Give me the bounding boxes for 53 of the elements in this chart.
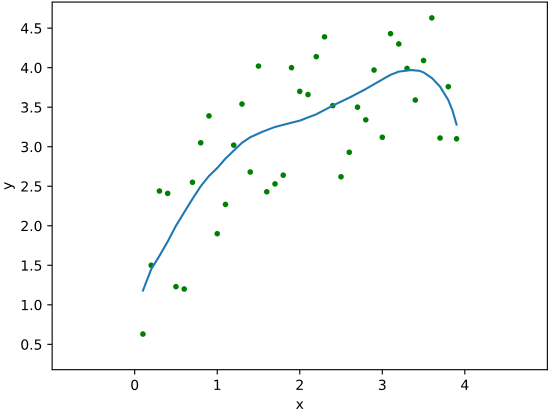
point xyxy=(313,54,320,60)
point xyxy=(190,180,196,186)
x-tick-label: 0 xyxy=(131,380,138,390)
x-tick-label: 3 xyxy=(378,380,386,390)
point xyxy=(222,202,228,208)
point xyxy=(388,30,394,36)
point xyxy=(164,190,170,196)
x-tick-label: 4 xyxy=(461,380,468,390)
point xyxy=(338,174,344,180)
y-axis-title: y xyxy=(4,182,15,190)
x-axis-title: x xyxy=(296,401,304,409)
point xyxy=(354,104,360,110)
point xyxy=(305,92,311,98)
point xyxy=(272,181,278,187)
point xyxy=(264,189,270,195)
point xyxy=(288,64,294,70)
point xyxy=(429,15,435,21)
point xyxy=(437,135,443,141)
point xyxy=(247,169,254,175)
point xyxy=(454,136,460,142)
y-tick-label: 4.5 xyxy=(21,23,42,34)
y-tick-label: 1.5 xyxy=(22,260,42,271)
point xyxy=(380,134,386,140)
line-series xyxy=(142,69,458,292)
point xyxy=(412,97,418,103)
y-tick-label: 4.0 xyxy=(21,62,42,74)
point xyxy=(239,101,245,107)
point xyxy=(230,142,237,148)
point xyxy=(280,172,286,178)
y-tick-label: 2.0 xyxy=(21,220,42,232)
point xyxy=(256,63,262,69)
point xyxy=(214,230,220,236)
x-tick-label: 2 xyxy=(296,380,303,390)
y-tick-label: 2.5 xyxy=(21,181,42,192)
point xyxy=(396,41,402,47)
y-tick-label: 3.0 xyxy=(21,142,42,152)
x-tick-label: 1 xyxy=(214,380,220,390)
y-tick-label: 3.5 xyxy=(21,102,42,113)
point xyxy=(446,84,452,90)
point xyxy=(156,188,162,194)
point xyxy=(198,140,204,146)
point xyxy=(173,284,179,290)
point xyxy=(420,58,426,64)
point xyxy=(206,113,212,119)
y-tick-label: 1.0 xyxy=(22,300,42,310)
y-tick-label: 0.5 xyxy=(21,339,42,350)
point xyxy=(296,88,303,94)
point xyxy=(371,67,377,73)
point xyxy=(363,117,369,123)
point xyxy=(140,331,146,337)
point xyxy=(346,149,352,156)
point xyxy=(322,34,328,40)
point xyxy=(181,286,187,292)
